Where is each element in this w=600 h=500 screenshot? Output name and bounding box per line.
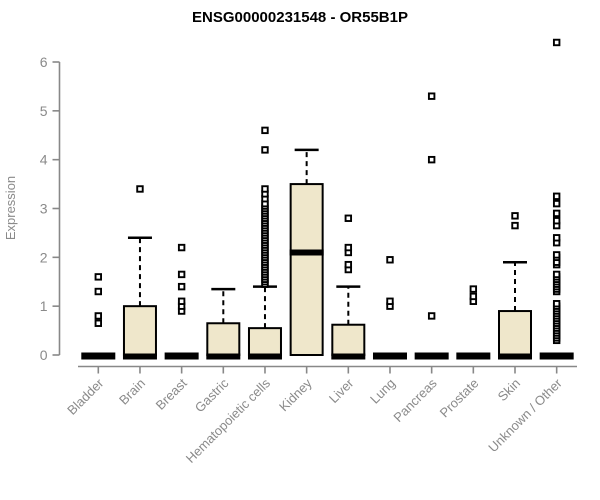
x-category-label: Pancreas	[390, 375, 440, 425]
boxplot-skin	[498, 212, 532, 360]
y-tick-label: 3	[40, 201, 48, 217]
outlier-point	[261, 146, 269, 154]
y-tick-label: 4	[40, 152, 48, 168]
outlier-point	[552, 209, 561, 218]
box-rect	[247, 327, 282, 356]
boxplot-kidney	[289, 148, 324, 356]
outlier-point	[94, 319, 103, 327]
outlier-point	[94, 273, 103, 281]
outlier-point	[552, 251, 561, 259]
x-category-label: Liver	[326, 375, 357, 406]
outlier-point	[552, 234, 561, 242]
outlier-point	[552, 199, 561, 208]
outlier-point	[427, 155, 436, 164]
y-axis-label: Expression	[3, 176, 18, 240]
outlier-point	[469, 285, 478, 293]
outlier-point	[552, 192, 561, 200]
boxplot-brain	[122, 185, 157, 360]
boxplot-gastric	[206, 287, 241, 360]
y-tick-label: 2	[40, 249, 48, 265]
x-category-label: Skin	[495, 376, 523, 404]
boxplot-prostate	[456, 285, 491, 360]
boxplot-bladder	[81, 273, 116, 360]
median-bar	[372, 352, 407, 360]
median-bar	[539, 352, 574, 360]
outlier-point	[344, 260, 353, 269]
outlier-point	[469, 292, 478, 301]
outlier-point	[136, 185, 144, 193]
y-tick-label: 6	[40, 54, 48, 70]
outlier-point	[177, 270, 186, 279]
outlier-point	[94, 312, 103, 320]
box-rect	[498, 310, 532, 356]
x-category-label: Prostate	[437, 376, 482, 421]
x-category-label: Gastric	[192, 375, 232, 415]
median-bar	[456, 352, 491, 360]
outlier-point	[177, 297, 186, 305]
box-rect	[122, 305, 157, 356]
outlier-point	[552, 300, 561, 308]
boxplot-liver	[331, 214, 366, 360]
boxplot-lung	[372, 256, 407, 360]
median-bar	[81, 352, 116, 360]
x-category-label: Bladder	[64, 375, 107, 418]
boxplot-pancreas	[414, 92, 449, 360]
boxplot-breast	[164, 243, 199, 360]
outlier-point	[552, 38, 561, 47]
y-tick-label: 0	[40, 347, 48, 363]
outlier-point	[344, 214, 353, 222]
plot-layer	[81, 38, 574, 360]
box-rect	[289, 183, 324, 356]
boxplot-unknown-other	[539, 38, 574, 360]
outlier-point	[386, 297, 394, 305]
y-tick-label: 1	[40, 298, 48, 314]
outlier-point	[427, 92, 436, 100]
outlier-point	[177, 282, 186, 291]
x-category-label: Breast	[153, 375, 190, 412]
median-bar	[164, 352, 199, 360]
outlier-point	[511, 212, 519, 220]
y-tick-label: 5	[40, 103, 48, 119]
x-category-label: Kidney	[276, 375, 315, 414]
boxplot-hematopoietic-cells	[247, 126, 282, 360]
x-category-label: Unknown / Other	[485, 375, 565, 455]
outlier-point	[427, 312, 436, 320]
outlier-point	[177, 243, 186, 252]
outlier-point	[386, 256, 394, 264]
outlier-point	[552, 217, 561, 225]
box-rect	[206, 322, 241, 356]
outlier-point	[94, 287, 103, 296]
outlier-point	[511, 221, 519, 230]
outlier-point	[261, 185, 269, 193]
median-bar	[414, 352, 449, 360]
box-rect	[331, 323, 366, 356]
x-category-label: Lung	[367, 376, 398, 407]
outlier-point	[552, 270, 561, 279]
outlier-point	[344, 243, 353, 252]
x-category-label: Brain	[116, 376, 148, 408]
chart-title: ENSG00000231548 - OR55B1P	[192, 9, 408, 26]
outlier-point	[261, 126, 269, 135]
